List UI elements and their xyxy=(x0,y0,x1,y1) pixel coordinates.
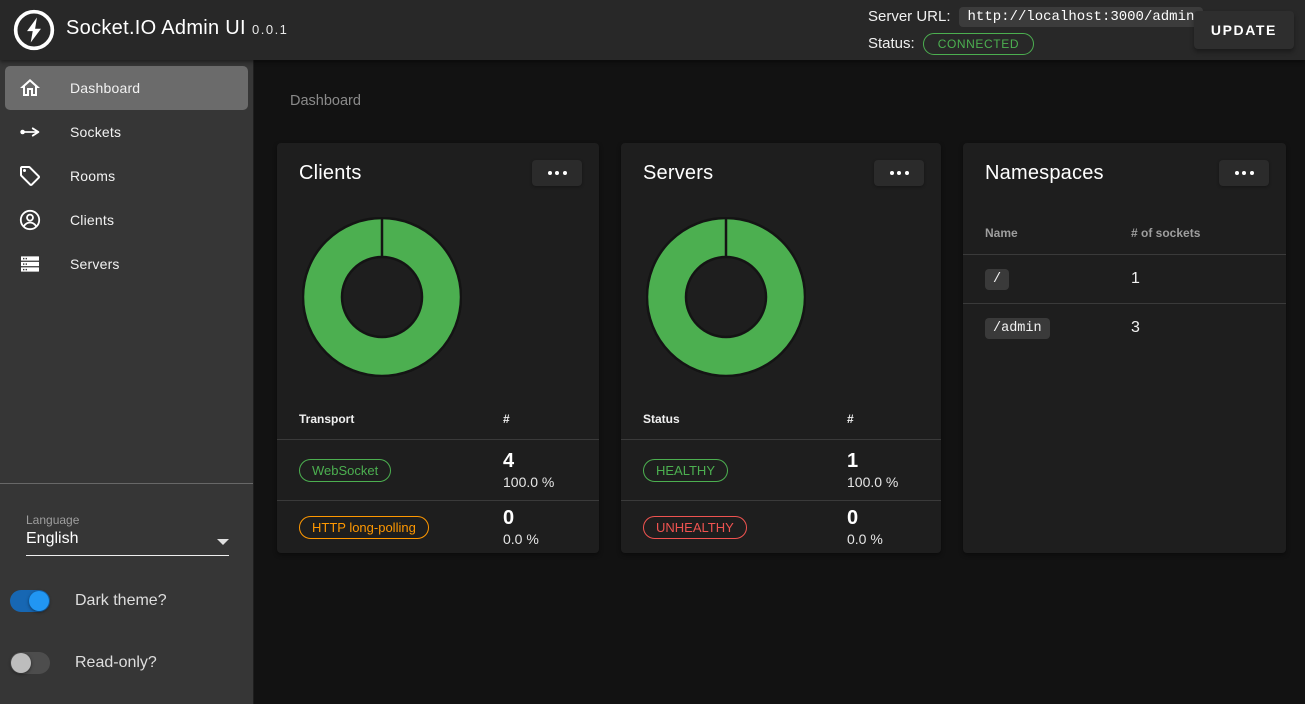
row-count: 0 xyxy=(847,506,859,529)
toggle-switch-on[interactable] xyxy=(10,590,50,612)
row-percent: 0.0 % xyxy=(503,530,539,547)
update-button[interactable]: UPDATE xyxy=(1193,11,1294,49)
socketio-logo-icon xyxy=(13,9,55,51)
chevron-down-icon xyxy=(217,539,229,545)
clients-card-title: Clients xyxy=(299,161,362,184)
table-row: WebSocket 4 100.0 % xyxy=(277,439,599,500)
sidebar-item-label: Servers xyxy=(70,256,120,272)
read-only-label: Read-only? xyxy=(75,654,157,671)
table-row: HTTP long-polling 0 0.0 % xyxy=(277,500,599,553)
row-percent: 100.0 % xyxy=(503,473,555,490)
column-header: Name xyxy=(985,225,1018,240)
servers-card-menu-button[interactable] xyxy=(874,160,924,186)
server-url-value[interactable]: http://localhost:3000/admin xyxy=(958,6,1204,27)
server-url-label: Server URL: xyxy=(868,8,951,25)
clients-card-menu-button[interactable] xyxy=(532,160,582,186)
sidebar-item-rooms[interactable]: Rooms xyxy=(5,154,248,198)
app-header: Socket.IO Admin UI 0.0.1 Server URL: htt… xyxy=(0,0,1305,60)
namespace-chip: / xyxy=(985,268,1010,290)
clients-card: Clients Transport # WebSocket 4 100 xyxy=(277,143,599,553)
dark-theme-toggle[interactable]: Dark theme? xyxy=(10,590,167,612)
main-content: Dashboard Clients Transport # WebSocket xyxy=(255,60,1305,704)
namespaces-card-menu-button[interactable] xyxy=(1219,160,1269,186)
sidebar-item-servers[interactable]: Servers xyxy=(5,242,248,286)
column-header: Transport xyxy=(299,411,355,426)
row-percent: 100.0 % xyxy=(847,473,899,490)
sidebar-item-clients[interactable]: Clients xyxy=(5,198,248,242)
column-header: # xyxy=(503,411,510,426)
sidebar-nav: Dashboard Sockets Rooms Clients xyxy=(0,60,253,286)
column-header: # xyxy=(847,411,854,426)
socket-count: 1 xyxy=(1131,270,1140,287)
transport-badge: WebSocket xyxy=(299,458,392,482)
namespace-chip: /admin xyxy=(985,317,1050,339)
sidebar-item-dashboard[interactable]: Dashboard xyxy=(5,66,248,110)
dark-theme-label: Dark theme? xyxy=(75,592,167,609)
dashboard-cards: Clients Transport # WebSocket 4 1 0 0 xyxy=(277,143,1305,553)
row-count: 0 xyxy=(503,506,515,529)
language-label: Language xyxy=(26,513,80,527)
servers-table: Status # HEALTHY 1 100.0 % UNHEALTHY 0 0… xyxy=(621,398,941,553)
servers-card: Servers Status # HEALTHY 1 100.0 % xyxy=(621,143,941,553)
account-circle-icon xyxy=(19,209,41,231)
sidebar-divider xyxy=(0,483,253,484)
column-header: # of sockets xyxy=(1131,225,1201,240)
toggle-switch-off[interactable] xyxy=(10,652,50,674)
row-count: 4 xyxy=(503,449,515,472)
servers-donut-chart xyxy=(646,217,806,377)
servers-card-title: Servers xyxy=(643,161,714,184)
table-row: UNHEALTHY 0 0.0 % xyxy=(621,500,941,553)
sidebar-item-sockets[interactable]: Sockets xyxy=(5,110,248,154)
sidebar-item-label: Rooms xyxy=(70,168,116,184)
column-header: Status xyxy=(643,411,680,426)
namespaces-table: Name # of sockets / 1 /admin 3 xyxy=(963,211,1286,352)
table-row: HEALTHY 1 100.0 % xyxy=(621,439,941,500)
connection-info: Server URL: http://localhost:3000/admin … xyxy=(868,0,1204,60)
status-badge: UNHEALTHY xyxy=(643,515,747,539)
sidebar: Dashboard Sockets Rooms Clients xyxy=(0,60,254,704)
app-title: Socket.IO Admin UI xyxy=(66,17,246,39)
table-row[interactable]: /admin 3 xyxy=(963,303,1286,352)
namespaces-card: Namespaces Name # of sockets / 1 /admin … xyxy=(963,143,1286,553)
storage-icon xyxy=(21,256,39,272)
clients-table: Transport # WebSocket 4 100.0 % HTTP lon… xyxy=(277,398,599,553)
clients-donut-chart xyxy=(302,217,462,377)
row-percent: 0.0 % xyxy=(847,530,883,547)
plug-arrow-icon xyxy=(20,127,40,137)
read-only-toggle[interactable]: Read-only? xyxy=(10,652,157,674)
sidebar-item-label: Clients xyxy=(70,212,115,228)
status-badge: CONNECTED xyxy=(922,32,1035,55)
socket-count: 3 xyxy=(1131,319,1140,336)
tag-icon xyxy=(20,166,40,186)
breadcrumb: Dashboard xyxy=(290,93,361,109)
namespaces-card-title: Namespaces xyxy=(985,161,1104,184)
status-badge: HEALTHY xyxy=(643,458,728,482)
sidebar-item-label: Dashboard xyxy=(70,80,141,96)
language-select[interactable]: English xyxy=(26,530,229,556)
sidebar-item-label: Sockets xyxy=(70,124,122,140)
home-icon xyxy=(20,79,40,96)
row-count: 1 xyxy=(847,449,859,472)
language-value: English xyxy=(26,530,79,547)
table-row[interactable]: / 1 xyxy=(963,254,1286,303)
status-label: Status: xyxy=(868,35,915,52)
app-version: 0.0.1 xyxy=(252,22,289,37)
transport-badge: HTTP long-polling xyxy=(299,515,429,539)
